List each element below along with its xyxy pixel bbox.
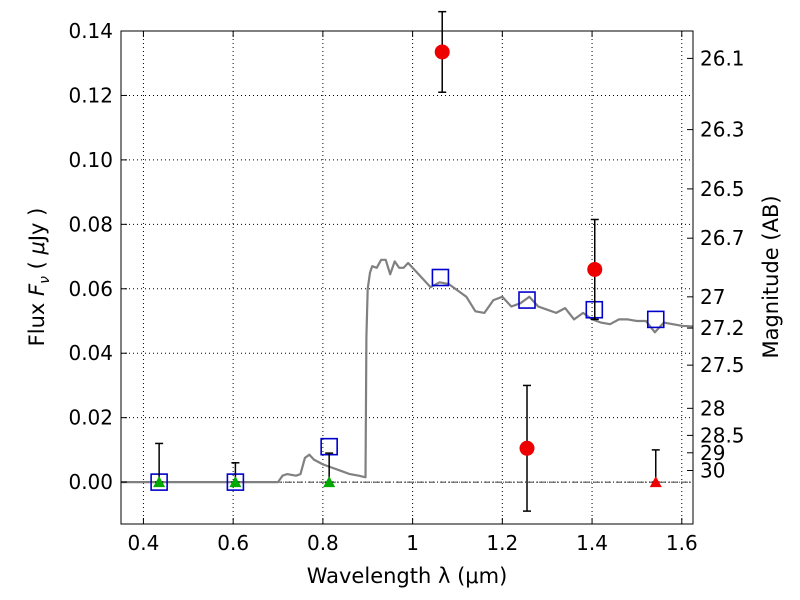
right-tick-label: 27: [700, 285, 725, 309]
right-tick-label: 26.5: [700, 177, 745, 201]
y-tick-label: 0.00: [68, 470, 113, 494]
y-tick-label: 0.04: [68, 341, 113, 365]
y-tick-label: 0.06: [68, 277, 113, 301]
model-photometry-square: [431, 268, 450, 287]
x-axis-label: Wavelength λ (μm): [307, 564, 508, 588]
detection-point: [587, 261, 603, 277]
axes-frame: [120, 30, 694, 525]
right-tick-label: 28: [700, 396, 725, 420]
non-detection-triangle: [323, 476, 336, 488]
model-photometry-square: [518, 291, 536, 309]
tick-layer: 0.4 0.6 0.8 1 1.2 1.4 1.6 0.00 0.02 0.04 0.06 0.08 0…: [68, 19, 744, 555]
non-detection-triangle: [229, 476, 242, 488]
x-tick-label: 1: [406, 531, 419, 555]
right-tick-label: 26.7: [700, 226, 745, 250]
sed-model-line: [121, 258, 694, 484]
right-tick-label: 26.1: [700, 46, 745, 70]
non-detection-triangle: [649, 476, 662, 488]
detection-point: [519, 440, 535, 456]
right-tick-label: 29: [700, 441, 725, 465]
x-tick-label: 1.2: [486, 531, 518, 555]
non-detection-triangle: [153, 476, 166, 488]
detection-point: [434, 44, 450, 60]
x-tick-label: 0.4: [128, 531, 160, 555]
plot-area: [121, 10, 694, 512]
y-tick-label: 0.14: [68, 19, 113, 43]
y-axis-label: Flux Fν ( μJy ): [25, 208, 53, 347]
right-tick-label: 27.2: [700, 316, 745, 340]
y-tick-label: 0.08: [68, 212, 113, 236]
model-photometry-square: [646, 310, 665, 329]
right-tick-label: 27.5: [700, 353, 745, 377]
y-tick-label: 0.12: [68, 83, 113, 107]
x-tick-label: 0.6: [217, 531, 249, 555]
grid: [121, 30, 693, 524]
right-tick-label: 26.3: [700, 118, 745, 142]
x-tick-label: 1.6: [666, 531, 698, 555]
right-tick-label: 28.5: [700, 423, 745, 447]
y-tick-label: 0.10: [68, 148, 113, 172]
y-tick-label: 0.02: [68, 406, 113, 430]
y-axis-right-label: Magnitude (AB): [759, 195, 783, 358]
x-tick-label: 0.8: [307, 531, 339, 555]
right-tick-label: 30: [700, 459, 725, 483]
model-photometry-square: [320, 437, 338, 456]
x-tick-label: 1.4: [576, 531, 608, 555]
